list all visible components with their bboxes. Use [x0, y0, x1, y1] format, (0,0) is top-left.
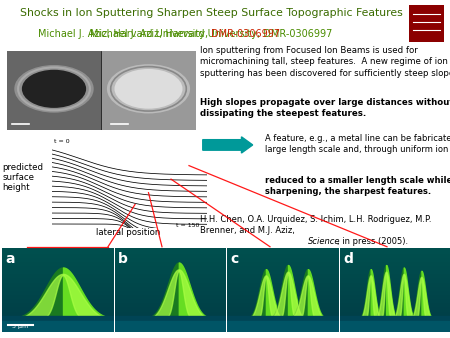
Ellipse shape — [14, 65, 94, 113]
Text: A feature, e.g., a metal line can be fabricated at a
large length scale and, thr: A feature, e.g., a metal line can be fab… — [265, 134, 450, 154]
Text: b: b — [118, 252, 128, 266]
Text: a: a — [5, 252, 15, 266]
Text: d: d — [343, 252, 353, 266]
Text: t = 150: t = 150 — [176, 223, 199, 228]
Text: Science: Science — [308, 237, 341, 246]
Text: lateral position: lateral position — [96, 228, 161, 237]
Text: 3 μm: 3 μm — [12, 324, 28, 329]
Text: Shocks in Ion Sputtering Sharpen Steep Surface Topographic Features: Shocks in Ion Sputtering Sharpen Steep S… — [20, 8, 403, 18]
Text: Michael J. Aziz, Harvard University, DMR-0306997: Michael J. Aziz, Harvard University, DMR… — [90, 29, 333, 39]
Text: predicted
surface
height: predicted surface height — [2, 163, 43, 192]
Ellipse shape — [107, 64, 190, 114]
Text: t = 0: t = 0 — [54, 139, 70, 144]
Text: , in press (2005).: , in press (2005). — [337, 237, 408, 246]
Text: High slopes propagate over large distances without
dissipating the steepest feat: High slopes propagate over large distanc… — [200, 98, 450, 118]
Text: Ion sputtering from Focused Ion Beams is used for
micromachining tall, steep fea: Ion sputtering from Focused Ion Beams is… — [200, 46, 450, 77]
Bar — [101, 51, 196, 130]
Text: c: c — [230, 252, 239, 266]
Text: H.H. Chen, O.A. Urquidez, S. Ichim, L.H. Rodriguez, M.P.
Brenner, and M.J. Aziz,: H.H. Chen, O.A. Urquidez, S. Ichim, L.H.… — [200, 215, 432, 235]
Text: DMR-0306997: DMR-0306997 — [212, 29, 281, 39]
Ellipse shape — [114, 69, 183, 109]
Ellipse shape — [22, 70, 86, 108]
Bar — [7, 51, 101, 130]
Text: reduced to a smaller length scale while preserving, or even
sharpening, the shar: reduced to a smaller length scale while … — [265, 176, 450, 196]
FancyArrow shape — [203, 137, 253, 153]
Text: Michael J. Aziz, Harvard University,: Michael J. Aziz, Harvard University, — [38, 29, 211, 39]
